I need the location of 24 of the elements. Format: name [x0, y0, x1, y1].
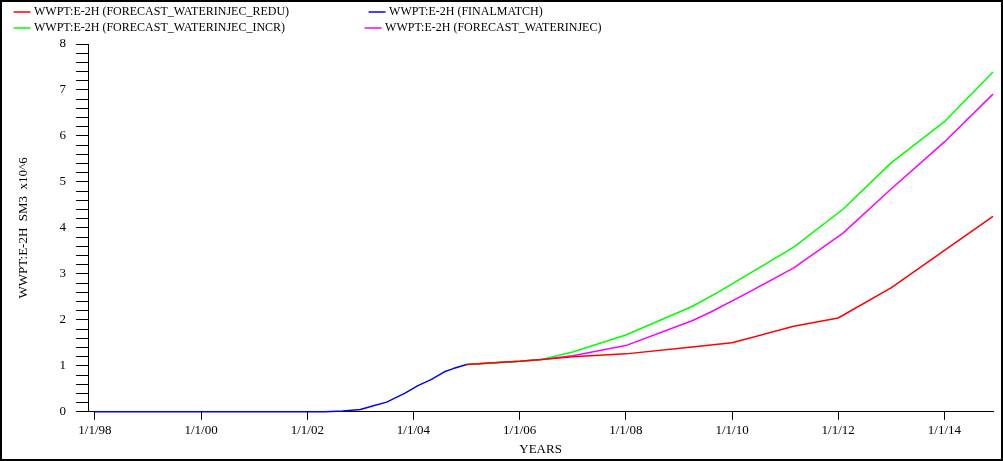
x-tick-label: 1/1/00: [184, 422, 218, 438]
x-tick-label: 1/1/98: [78, 422, 112, 438]
y-tick-label: 6: [59, 127, 67, 143]
y-axis-title: WWPT:E-2H SM3 x10^6: [15, 156, 31, 299]
x-tick-label: 1/1/12: [821, 422, 855, 438]
x-tick-label: 1/1/14: [927, 422, 962, 438]
y-tick-label: 5: [59, 173, 67, 189]
legend-label: WWPT:E-2H (FORECAST_WATERINJEC_REDU): [34, 4, 368, 19]
legend-label: WWPT:E-2H (FORECAST_WATERINJEC): [385, 20, 695, 35]
y-tick-label: 7: [59, 81, 67, 97]
y-tick-label: 8: [59, 35, 67, 51]
legend-label: WWPT:E-2H (FORECAST_WATERINJEC_INCR): [34, 20, 364, 35]
x-tick-label: 1/1/04: [396, 422, 431, 438]
x-axis-title: YEARS: [519, 440, 562, 456]
legend-label: WWPT:E-2H (FINALMATCH): [389, 4, 663, 19]
y-tick-label: 0: [59, 403, 67, 419]
y-tick-label: 1: [59, 357, 67, 373]
y-tick-label: 2: [59, 311, 67, 327]
y-tick-label: 4: [59, 219, 67, 235]
x-tick-label: 1/1/08: [609, 422, 643, 438]
x-tick-label: 1/1/02: [290, 422, 324, 438]
y-tick-label: 3: [59, 265, 67, 281]
x-tick-label: 1/1/06: [503, 422, 537, 438]
x-tick-label: 1/1/10: [715, 422, 749, 438]
